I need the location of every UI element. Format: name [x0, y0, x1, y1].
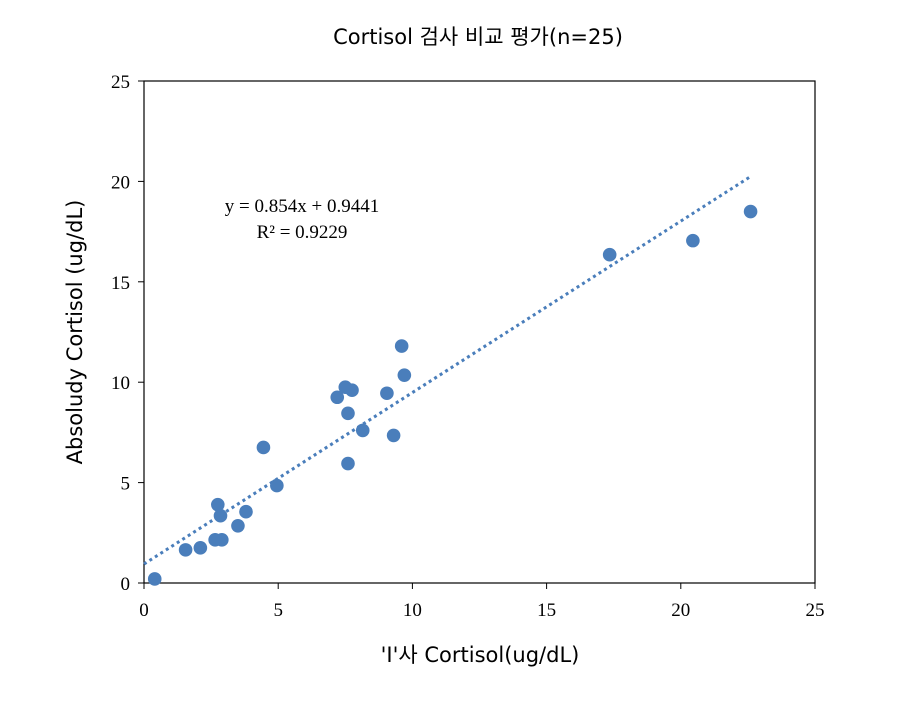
x-tick-label: 25: [806, 600, 825, 621]
x-tick-label: 10: [403, 600, 422, 621]
data-point: [345, 383, 359, 398]
x-tick-label: 5: [273, 600, 283, 621]
y-tick-label: 5: [121, 474, 131, 495]
data-point: [386, 428, 401, 443]
data-point: [213, 508, 228, 523]
x-tick-label: 0: [139, 600, 149, 621]
data-point: [602, 247, 617, 262]
x-axis-ticks: 0 5 10 15 20 25: [139, 583, 825, 621]
y-tick-label: 15: [111, 273, 130, 294]
plot-area-frame: [143, 80, 816, 584]
data-point: [330, 390, 345, 405]
trendline-r-squared: R² = 0.9229: [257, 222, 348, 243]
data-point: [355, 423, 370, 438]
trendline: [143, 175, 752, 566]
y-tick-label: 20: [111, 172, 130, 193]
data-point: [256, 440, 271, 455]
y-axis-label: Absoludy Cortisol (ug/dL): [63, 200, 87, 465]
data-point: [231, 518, 245, 533]
data-point: [239, 504, 253, 519]
data-point: [341, 406, 355, 421]
data-point: [270, 478, 284, 493]
chart-title: Cortisol 검사 비교 평가(n=25): [333, 25, 623, 49]
data-point: [394, 339, 409, 353]
data-point: [193, 541, 208, 555]
data-point: [397, 368, 412, 382]
data-point: [380, 386, 394, 401]
data-point: [178, 543, 193, 557]
data-points: [147, 204, 758, 586]
data-point: [211, 497, 225, 512]
data-point: [341, 456, 355, 471]
y-tick-label: 10: [111, 373, 130, 394]
x-tick-label: 15: [537, 600, 556, 621]
data-point: [743, 204, 758, 219]
data-point: [686, 233, 700, 248]
y-axis-ticks: 0 5 10 15 20 25: [111, 72, 144, 595]
data-point: [147, 572, 162, 586]
x-tick-label: 20: [671, 600, 690, 621]
data-point: [215, 533, 229, 547]
x-axis-label: 'I'사 Cortisol(ug/dL): [381, 643, 580, 667]
y-tick-label: 0: [121, 574, 131, 595]
trendline-equation: y = 0.854x + 0.9441: [225, 196, 379, 217]
y-tick-label: 25: [111, 72, 130, 93]
